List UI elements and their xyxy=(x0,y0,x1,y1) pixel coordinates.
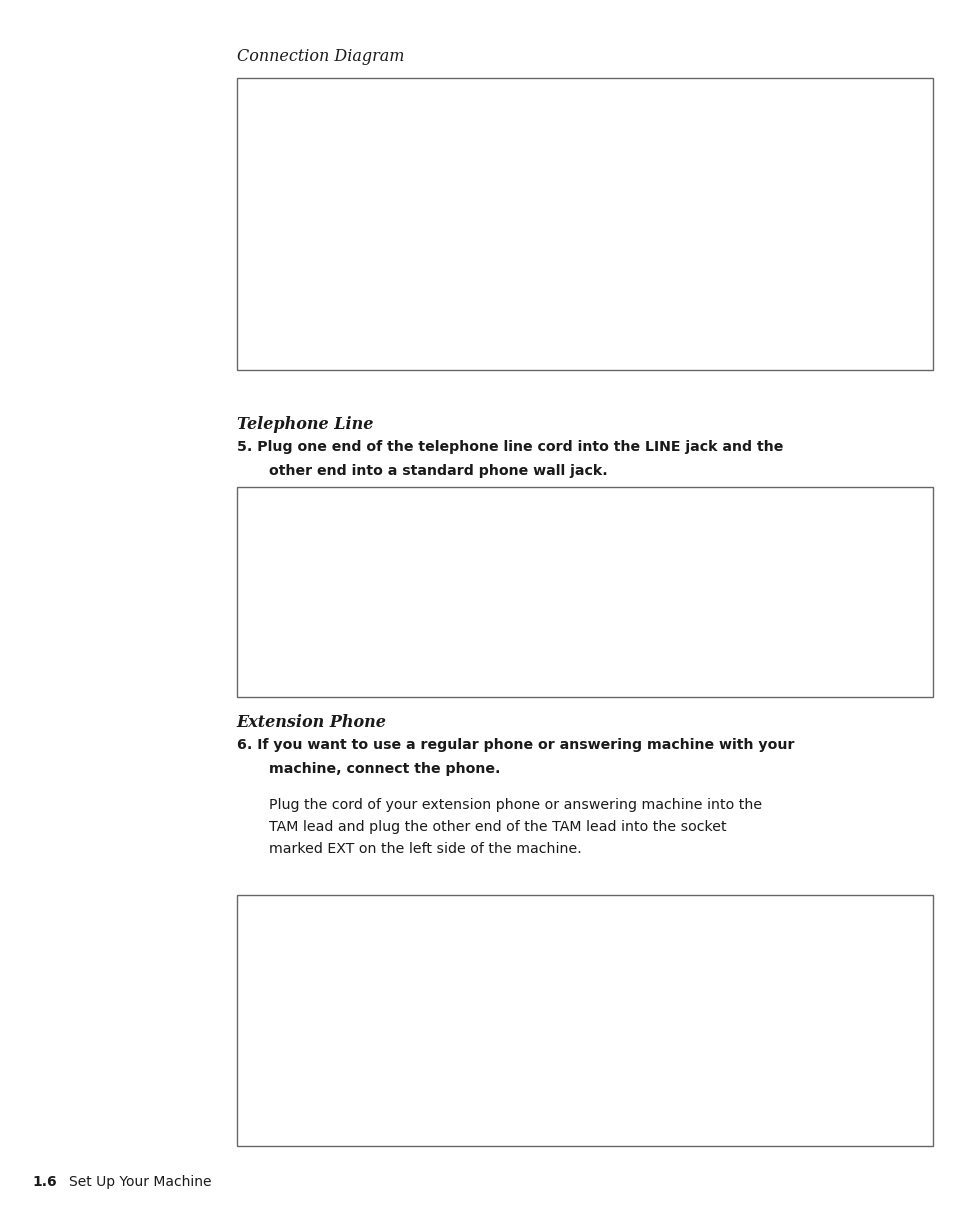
Text: 5. Plug one end of the telephone line cord into the LINE jack and the: 5. Plug one end of the telephone line co… xyxy=(236,440,782,455)
Text: other end into a standard phone wall jack.: other end into a standard phone wall jac… xyxy=(269,464,607,479)
Text: TAM lead and plug the other end of the TAM lead into the socket: TAM lead and plug the other end of the T… xyxy=(269,820,726,835)
Text: 1.6: 1.6 xyxy=(32,1175,57,1189)
Text: machine, connect the phone.: machine, connect the phone. xyxy=(269,762,500,777)
Text: marked EXT on the left side of the machine.: marked EXT on the left side of the machi… xyxy=(269,842,581,856)
Text: Extension Phone: Extension Phone xyxy=(236,714,386,731)
Text: Set Up Your Machine: Set Up Your Machine xyxy=(69,1175,211,1189)
Text: Plug the cord of your extension phone or answering machine into the: Plug the cord of your extension phone or… xyxy=(269,798,761,813)
Text: Telephone Line: Telephone Line xyxy=(236,416,373,433)
Bar xyxy=(236,895,932,1146)
Text: Connection Diagram: Connection Diagram xyxy=(236,48,403,65)
Text: 6. If you want to use a regular phone or answering machine with your: 6. If you want to use a regular phone or… xyxy=(236,738,793,753)
Bar xyxy=(236,487,932,697)
Bar xyxy=(236,78,932,370)
